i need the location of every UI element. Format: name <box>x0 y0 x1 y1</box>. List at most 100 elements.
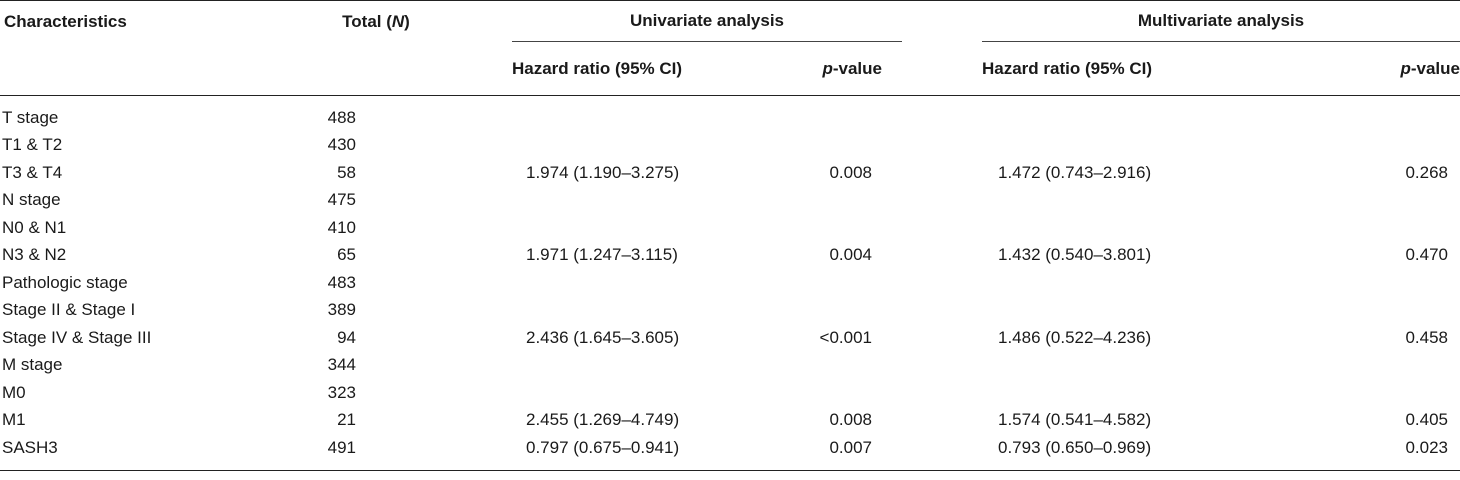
cell-total: 430 <box>327 135 356 155</box>
table-row: T3 & T4 58 1.974 (1.190–3.275) 0.008 1.472 (… <box>0 159 1460 187</box>
cell-total: 389 <box>327 300 356 320</box>
cell-univariate-hr: 2.455 (1.269–4.749) <box>526 410 680 430</box>
header-row-groups: Characteristics Total (N) Univariate ana… <box>0 1 1460 42</box>
cell-univariate-hr: 1.974 (1.190–3.275) <box>526 162 680 182</box>
cell-univariate-p: 0.004 <box>829 245 872 265</box>
cell-multivariate-hr <box>902 96 1272 132</box>
cell-univariate-hr <box>422 352 752 380</box>
table-row: SASH3 491 0.797 (0.675–0.941) 0.007 0.793 (0… <box>0 434 1460 470</box>
cell-characteristic: M1 <box>2 410 26 430</box>
header-multivariate-label: Multivariate analysis <box>982 11 1460 42</box>
cell-characteristic: N3 & N2 <box>2 245 67 265</box>
cell-univariate-p <box>752 214 902 242</box>
cell-characteristic: N0 & N1 <box>2 217 67 237</box>
cell-multivariate-p <box>1272 187 1460 215</box>
header-total-prefix: Total ( <box>342 11 392 31</box>
cell-multivariate-p <box>1272 214 1460 242</box>
table-row: N0 & N1 410 <box>0 214 1460 242</box>
cell-characteristic: Stage IV & Stage III <box>2 327 152 347</box>
cell-univariate-p <box>752 269 902 297</box>
cell-characteristic: M stage <box>2 355 63 375</box>
cell-characteristic: T1 & T2 <box>2 135 63 155</box>
cell-multivariate-hr: 1.574 (0.541–4.582) <box>998 410 1152 430</box>
header-blank-char <box>0 42 290 96</box>
cell-multivariate-p <box>1272 132 1460 160</box>
header-univariate-hr: Hazard ratio (95% CI) <box>512 58 683 78</box>
cell-multivariate-hr <box>902 379 1272 407</box>
cell-univariate-hr <box>422 269 752 297</box>
cell-multivariate-hr <box>902 269 1272 297</box>
header-row-subcolumns: Hazard ratio (95% CI) p-value Hazard rat… <box>0 42 1460 96</box>
table-header: Characteristics Total (N) Univariate ana… <box>0 1 1460 96</box>
header-univariate-p: p-value <box>752 42 902 96</box>
cell-multivariate-hr: 1.486 (0.522–4.236) <box>998 327 1152 347</box>
header-univariate-p-italic: p <box>822 58 833 78</box>
header-blank-total <box>290 42 422 96</box>
table-row: Pathologic stage 483 <box>0 269 1460 297</box>
cell-univariate-hr <box>422 379 752 407</box>
cell-multivariate-p <box>1272 96 1460 132</box>
cell-univariate-p: <0.001 <box>819 327 872 347</box>
table-row: M stage 344 <box>0 352 1460 380</box>
cell-univariate-p <box>752 132 902 160</box>
cell-characteristic: T stage <box>2 107 59 127</box>
cell-multivariate-hr: 1.472 (0.743–2.916) <box>998 162 1152 182</box>
table-row: N stage 475 <box>0 187 1460 215</box>
cell-multivariate-p <box>1272 352 1460 380</box>
cell-multivariate-hr <box>902 214 1272 242</box>
cell-total: 65 <box>337 245 356 265</box>
cell-multivariate-hr: 0.793 (0.650–0.969) <box>998 437 1152 457</box>
cell-multivariate-p: 0.458 <box>1405 327 1448 347</box>
cell-characteristic: N stage <box>2 190 61 210</box>
cell-multivariate-p <box>1272 379 1460 407</box>
header-multivariate-hr: Hazard ratio (95% CI) <box>982 58 1153 78</box>
table-row: N3 & N2 65 1.971 (1.247–3.115) 0.004 1.432 (… <box>0 242 1460 270</box>
cell-total: 410 <box>327 217 356 237</box>
cell-univariate-hr: 1.971 (1.247–3.115) <box>526 245 678 265</box>
cell-univariate-p <box>752 187 902 215</box>
header-univariate-p-suffix: -value <box>832 58 882 78</box>
cell-characteristic: Pathologic stage <box>2 272 128 292</box>
cell-multivariate-hr <box>902 132 1272 160</box>
cell-univariate-p <box>752 96 902 132</box>
cell-total: 58 <box>337 162 356 182</box>
cell-multivariate-hr <box>902 297 1272 325</box>
header-multivariate-p-suffix: -value <box>1410 58 1460 78</box>
cell-total: 94 <box>337 327 356 347</box>
cell-multivariate-hr <box>902 352 1272 380</box>
table-row: T stage 488 <box>0 96 1460 132</box>
header-univariate: Univariate analysis <box>422 1 902 42</box>
cell-univariate-hr <box>422 132 752 160</box>
cell-multivariate-hr <box>902 187 1272 215</box>
cell-total: 344 <box>327 355 356 375</box>
cell-univariate-hr <box>422 187 752 215</box>
table-row: M0 323 <box>0 379 1460 407</box>
cell-multivariate-p: 0.405 <box>1405 410 1448 430</box>
table-row: Stage II & Stage I 389 <box>0 297 1460 325</box>
cell-univariate-hr: 0.797 (0.675–0.941) <box>526 437 680 457</box>
cell-univariate-p: 0.008 <box>829 162 872 182</box>
header-univariate-label: Univariate analysis <box>512 11 902 42</box>
cell-univariate-p <box>752 352 902 380</box>
table-body: T stage 488 T1 & T2 430 T3 & T4 58 1.974 (1.19… <box>0 96 1460 471</box>
cell-multivariate-p: 0.023 <box>1405 437 1448 457</box>
cell-multivariate-p <box>1272 297 1460 325</box>
cell-multivariate-p: 0.268 <box>1405 162 1448 182</box>
cell-multivariate-hr: 1.432 (0.540–3.801) <box>998 245 1152 265</box>
cell-total: 323 <box>327 382 356 402</box>
cell-univariate-hr <box>422 214 752 242</box>
cell-total: 21 <box>337 410 356 430</box>
cell-univariate-hr <box>422 297 752 325</box>
cell-univariate-hr <box>422 96 752 132</box>
cell-univariate-p <box>752 379 902 407</box>
table-row: M1 21 2.455 (1.269–4.749) 0.008 1.574 (0.541… <box>0 407 1460 435</box>
cell-univariate-p: 0.008 <box>829 410 872 430</box>
cell-characteristic: T3 & T4 <box>2 162 63 182</box>
cell-univariate-hr: 2.436 (1.645–3.605) <box>526 327 680 347</box>
cell-total: 483 <box>327 272 356 292</box>
cell-univariate-p <box>752 297 902 325</box>
header-total-suffix: ) <box>404 11 410 31</box>
cell-univariate-p: 0.007 <box>829 437 872 457</box>
